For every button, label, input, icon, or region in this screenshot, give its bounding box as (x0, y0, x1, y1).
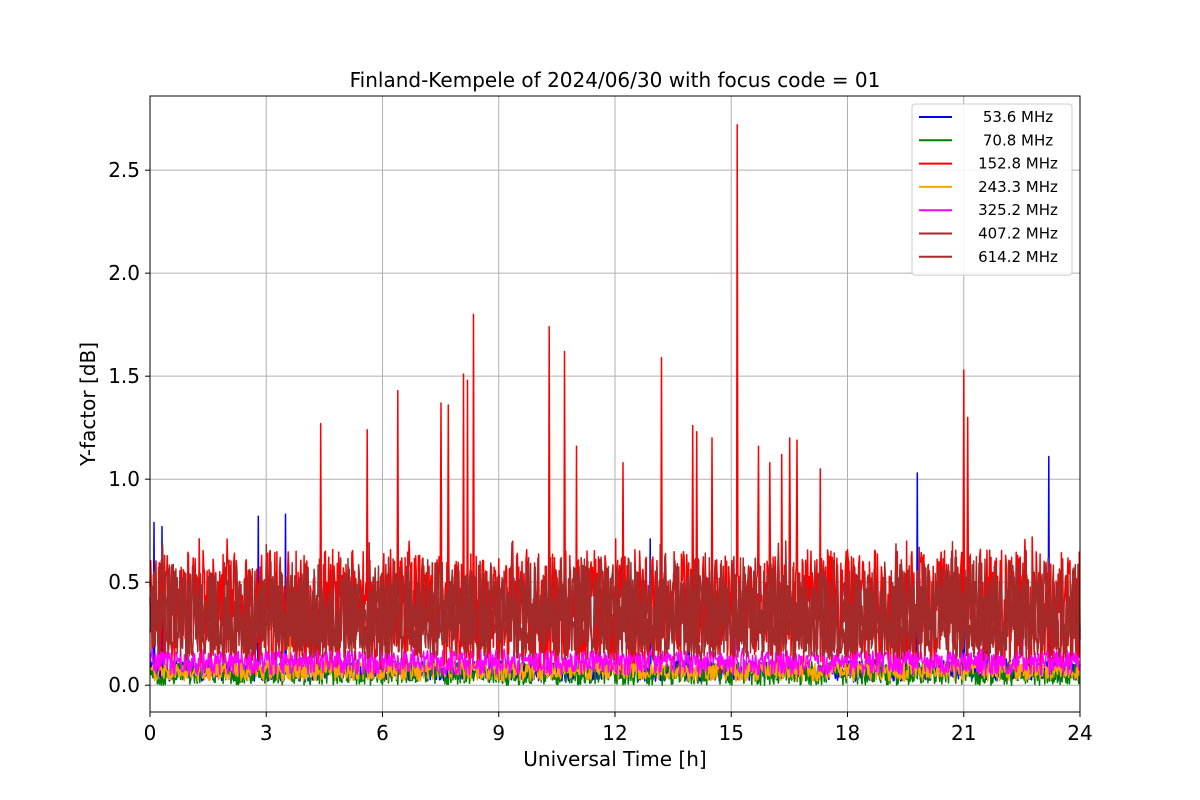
x-tick-label: 18 (835, 721, 860, 745)
x-tick-label: 3 (260, 721, 273, 745)
y-tick-label: 2.0 (108, 261, 140, 285)
legend-box (911, 103, 1073, 276)
legend: 53.6 MHz 70.8 MHz 152.8 MHz 243.3 MHz 325.2 … (911, 103, 1073, 276)
x-tick-label: 12 (602, 721, 627, 745)
chart-title: Finland-Kempele of 2024/06/30 with focus… (350, 68, 881, 92)
x-tick-label: 0 (144, 721, 157, 745)
y-tick-label: 2.5 (108, 158, 140, 182)
series-line (149, 591, 1081, 676)
legend-label: 614.2 MHz (978, 248, 1058, 266)
y-axis: 0.0 0.5 1.0 1.5 2.0 2.5 (108, 158, 150, 697)
x-tick-label: 24 (1067, 721, 1092, 745)
legend-label: 53.6 MHz (983, 108, 1053, 126)
plot-lines (149, 124, 1081, 686)
y-tick-label: 1.5 (108, 364, 140, 388)
y-axis-label: Y-factor [dB] (76, 342, 100, 467)
x-tick-label: 15 (719, 721, 744, 745)
y-tick-label: 0.0 (108, 673, 140, 697)
series-line (149, 540, 1081, 657)
x-axis-label: Universal Time [h] (523, 747, 706, 771)
y-tick-label: 1.0 (108, 467, 140, 491)
legend-label: 325.2 MHz (978, 201, 1058, 219)
x-tick-label: 6 (376, 721, 389, 745)
legend-label: 407.2 MHz (978, 225, 1058, 243)
x-tick-label: 9 (492, 721, 505, 745)
legend-label: 243.3 MHz (978, 178, 1058, 196)
x-tick-label: 21 (951, 721, 976, 745)
legend-label: 152.8 MHz (978, 155, 1058, 173)
y-tick-label: 0.5 (108, 570, 140, 594)
x-axis: 0 3 6 9 12 15 18 21 24 (144, 712, 1093, 745)
legend-label: 70.8 MHz (983, 131, 1053, 149)
